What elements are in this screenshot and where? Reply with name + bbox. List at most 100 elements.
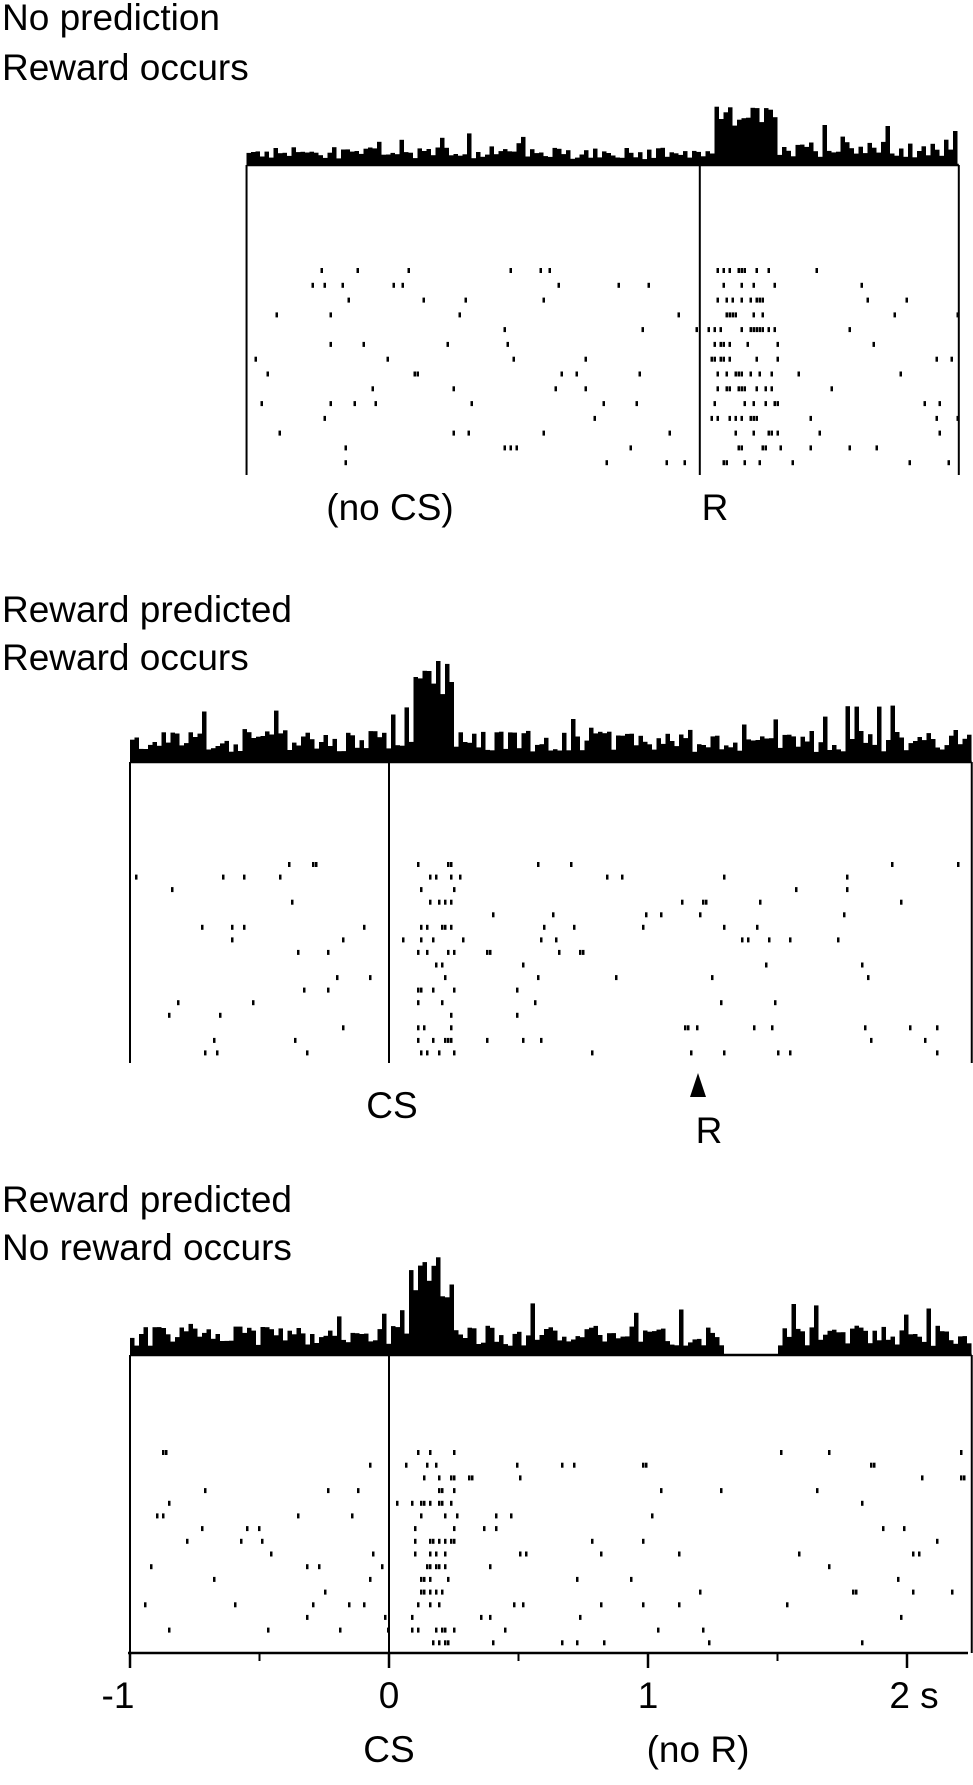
histogram-bar <box>535 1339 540 1355</box>
spike-tick <box>348 1602 351 1608</box>
histogram-bar <box>503 1344 508 1355</box>
histogram-bar <box>746 739 751 762</box>
spike-tick <box>764 445 767 451</box>
spike-tick <box>303 987 306 993</box>
histogram-bar <box>445 663 450 762</box>
spike-tick <box>503 327 506 333</box>
histogram-bar <box>593 733 598 762</box>
spike-tick <box>900 1614 903 1620</box>
spike-tick <box>447 1576 450 1582</box>
histogram-bar <box>440 694 445 762</box>
histogram-bar <box>521 733 526 762</box>
spike-raster <box>135 862 960 1056</box>
spike-tick <box>231 924 234 930</box>
histogram-bar <box>832 745 837 762</box>
histogram-bar <box>643 1330 648 1355</box>
spike-tick <box>441 962 444 968</box>
histogram-bar <box>400 745 405 762</box>
spike-tick <box>786 1602 789 1608</box>
spike-tick <box>875 445 878 451</box>
spike-tick <box>696 1025 699 1031</box>
spike-tick <box>537 975 540 981</box>
histogram-bar <box>877 1340 882 1355</box>
histogram-bar <box>211 1338 216 1355</box>
spike-tick <box>773 401 776 407</box>
spike-tick <box>489 949 492 955</box>
spike-tick <box>486 949 489 955</box>
histogram-bar <box>733 742 738 762</box>
spike-tick <box>641 327 644 333</box>
histogram-bar <box>391 714 396 762</box>
spike-tick <box>542 297 545 303</box>
spike-tick <box>860 282 863 288</box>
spike-tick <box>755 327 758 333</box>
spike-tick <box>716 268 719 273</box>
spike-tick <box>558 949 561 955</box>
panel-title-line-1: Reward predicted <box>2 589 292 630</box>
histogram-bar <box>318 155 323 165</box>
spike-tick <box>441 1488 444 1494</box>
spike-tick <box>752 327 755 333</box>
spike-tick <box>554 386 557 392</box>
spike-tick <box>764 386 767 392</box>
histogram-bar <box>345 149 350 165</box>
spike-tick <box>737 268 740 273</box>
spike-tick <box>432 1538 435 1544</box>
spike-tick <box>516 987 519 993</box>
spike-tick <box>252 1000 255 1006</box>
spike-tick <box>797 371 800 377</box>
spike-tick <box>509 445 512 451</box>
histogram-bar <box>867 142 872 165</box>
spike-tick <box>758 327 761 333</box>
histogram-bar <box>881 141 886 165</box>
spike-tick <box>417 1450 420 1455</box>
histogram-bar <box>836 151 841 165</box>
spike-tick <box>743 268 746 273</box>
histogram-bar <box>629 1326 634 1355</box>
spike-tick <box>665 460 668 466</box>
histogram-bar <box>561 154 566 165</box>
histogram-bar <box>296 1328 301 1355</box>
histogram-bar <box>773 117 778 165</box>
spike-tick <box>414 1526 417 1532</box>
histogram-bar <box>503 748 508 762</box>
spike-tick <box>417 1037 420 1043</box>
histogram-bar <box>224 740 229 762</box>
histogram-bar <box>184 743 189 762</box>
spike-tick <box>515 445 518 451</box>
spike-tick <box>924 1037 927 1043</box>
histogram-bar <box>444 147 449 165</box>
spike-tick <box>716 297 719 303</box>
histogram-bar <box>139 1334 144 1355</box>
histogram-bar <box>562 1336 567 1355</box>
spike-tick <box>579 949 582 955</box>
histogram-bar <box>962 738 967 762</box>
histogram-bar <box>912 157 917 165</box>
spike-tick <box>749 327 752 333</box>
histogram-bar <box>238 751 243 762</box>
spike-tick <box>503 445 506 451</box>
spike-tick <box>489 1614 492 1620</box>
histogram-bar <box>265 731 270 762</box>
histogram-bar <box>773 719 778 762</box>
x-axis-ticks <box>128 1653 909 1668</box>
histogram-bar <box>220 743 225 762</box>
histogram-bar <box>197 1336 202 1355</box>
histogram-bar <box>418 1265 423 1355</box>
spike-tick <box>908 460 911 466</box>
histogram-bar <box>661 1328 666 1355</box>
histogram-bar <box>930 143 935 165</box>
spike-tick <box>201 924 204 930</box>
spike-tick <box>447 862 450 867</box>
histogram-bar <box>260 1327 265 1355</box>
histogram-bar <box>463 1338 468 1355</box>
histogram-bar <box>832 1329 837 1355</box>
histogram-bar <box>427 1280 432 1355</box>
spike-tick <box>323 415 326 421</box>
histogram-bar <box>606 153 611 165</box>
histogram-bar <box>796 1328 801 1355</box>
spike-tick <box>522 1037 525 1043</box>
spike-tick <box>867 975 870 981</box>
spike-tick <box>798 1551 801 1557</box>
spike-tick <box>351 1513 354 1519</box>
